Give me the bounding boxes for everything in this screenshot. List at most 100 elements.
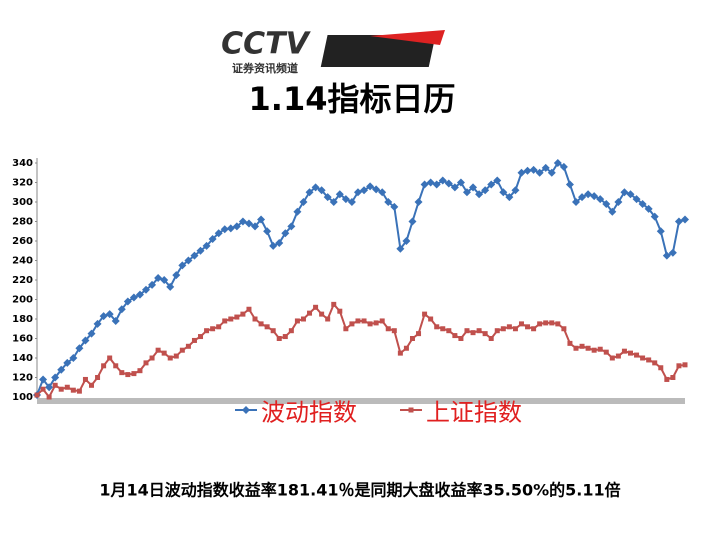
point: [166, 282, 175, 291]
point: [45, 383, 54, 392]
point: [444, 179, 453, 188]
point: [590, 192, 599, 201]
legend-marker: [408, 407, 414, 413]
point: [579, 343, 585, 349]
point: [499, 188, 508, 197]
point: [135, 290, 144, 299]
point: [385, 326, 391, 332]
point: [101, 363, 107, 369]
point: [161, 350, 167, 356]
point: [414, 198, 423, 206]
point: [674, 217, 683, 226]
point: [396, 244, 405, 253]
point: [670, 375, 676, 380]
point: [226, 224, 235, 233]
point: [481, 186, 490, 195]
point: [113, 363, 119, 369]
point: [125, 372, 131, 378]
point: [129, 293, 138, 302]
point: [391, 328, 397, 334]
point: [58, 386, 64, 392]
point: [422, 311, 428, 317]
point: [543, 320, 549, 326]
point: [329, 198, 338, 206]
point: [281, 229, 290, 238]
point: [179, 347, 185, 353]
point: [119, 370, 125, 376]
point: [257, 215, 266, 224]
point: [638, 199, 647, 208]
point: [462, 188, 471, 197]
point: [270, 328, 276, 334]
y-tick-label: 180: [12, 314, 33, 325]
point: [452, 333, 458, 339]
point: [220, 225, 229, 234]
point: [567, 340, 573, 346]
point: [335, 190, 344, 199]
point: [596, 195, 605, 204]
point: [155, 347, 161, 353]
point: [353, 188, 362, 197]
point: [167, 355, 173, 361]
point: [549, 320, 555, 326]
point: [662, 251, 671, 260]
point: [208, 235, 217, 244]
point: [190, 251, 199, 260]
point: [573, 345, 579, 351]
point: [46, 394, 52, 400]
point: [160, 276, 169, 284]
point: [341, 195, 350, 204]
point: [234, 314, 240, 320]
point: [93, 319, 102, 328]
logo-text: CCTV: [221, 27, 311, 62]
point: [646, 357, 652, 363]
point: [584, 190, 593, 199]
point: [434, 324, 440, 330]
legend-label: 上证指数: [426, 399, 522, 427]
point: [142, 285, 151, 294]
point: [246, 306, 252, 312]
point: [307, 310, 313, 316]
point: [264, 324, 270, 330]
y-tick-label: 220: [12, 275, 33, 286]
point: [440, 326, 446, 332]
point: [64, 384, 70, 390]
point: [627, 350, 633, 356]
point: [222, 318, 228, 324]
point: [578, 193, 587, 202]
point: [69, 354, 78, 362]
point: [202, 241, 211, 250]
point: [494, 328, 500, 334]
point: [337, 308, 343, 314]
point: [148, 280, 157, 289]
point: [487, 180, 496, 189]
point: [172, 271, 181, 280]
point: [409, 336, 415, 341]
point: [682, 362, 688, 368]
point: [325, 316, 331, 322]
point: [535, 168, 544, 177]
y-tick-label: 140: [12, 353, 33, 364]
point: [323, 193, 332, 202]
point: [634, 352, 640, 358]
point: [681, 215, 689, 224]
point: [658, 365, 664, 371]
point: [585, 345, 591, 351]
point: [591, 347, 597, 353]
point: [384, 198, 393, 206]
point: [276, 336, 282, 341]
point: [232, 222, 241, 231]
point: [555, 321, 561, 327]
legend-label: 波动指数: [261, 399, 357, 427]
point: [258, 321, 264, 327]
point: [603, 349, 609, 355]
logo-subtitle: 证券资讯频道: [232, 61, 298, 75]
point: [343, 326, 349, 332]
point: [390, 202, 399, 211]
point: [450, 183, 459, 192]
point: [185, 343, 191, 349]
point: [652, 360, 658, 366]
logo-emblem: [320, 30, 445, 67]
point: [488, 336, 494, 341]
point: [240, 311, 246, 317]
